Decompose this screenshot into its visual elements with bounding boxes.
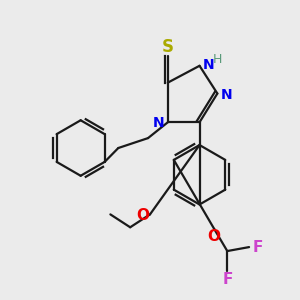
Text: O: O bbox=[136, 208, 150, 223]
Text: H: H bbox=[213, 53, 222, 66]
Text: N: N bbox=[202, 58, 214, 72]
Text: S: S bbox=[162, 38, 174, 56]
Text: F: F bbox=[253, 240, 263, 255]
Text: F: F bbox=[223, 272, 233, 287]
Text: N: N bbox=[153, 116, 165, 130]
Text: N: N bbox=[220, 88, 232, 101]
Text: O: O bbox=[207, 229, 220, 244]
